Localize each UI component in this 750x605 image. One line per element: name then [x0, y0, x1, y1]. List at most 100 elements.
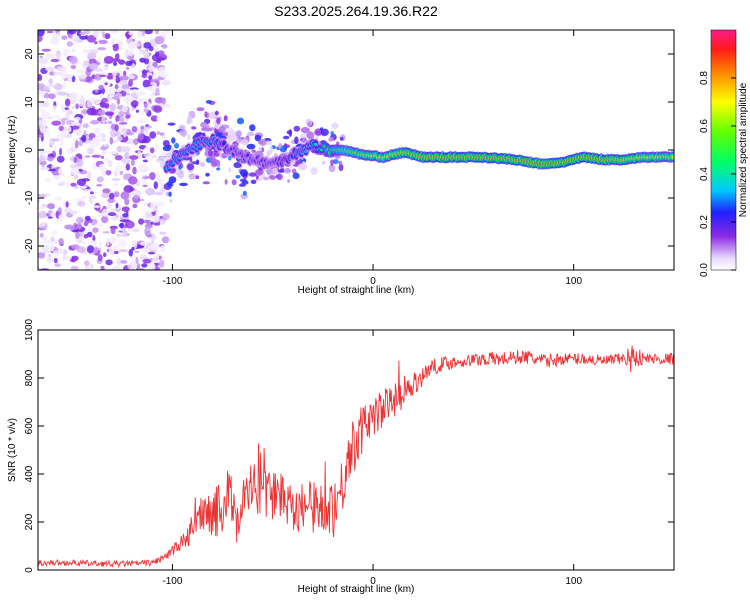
spectrogram-noise-blob [153, 222, 161, 226]
spectrogram-noise-blob [54, 196, 63, 201]
spectrogram-noise-blob [119, 170, 124, 175]
spectrogram-noise-blob [153, 47, 160, 52]
spectrogram-noise-blob [114, 167, 120, 173]
spectrogram-noise-blob [39, 232, 44, 238]
spectrogram-ytick-label: -20 [24, 238, 35, 253]
spectrogram-noise-blob [154, 97, 164, 104]
spectrogram-noise-blob [144, 202, 148, 206]
spectrogram-noise-blob [150, 201, 157, 209]
spectrogram-noise-blob [100, 103, 109, 108]
spectrogram-noise-blob [161, 104, 171, 108]
spectrogram-noise-blob [88, 225, 93, 232]
spectrogram-noise-blob [161, 236, 170, 244]
spectrogram-noise-blob [138, 218, 145, 225]
spectrogram-noise-blob [54, 263, 61, 268]
spectrogram-noise-blob [137, 163, 147, 171]
spectrogram-scatter-blob [283, 135, 290, 140]
spectrogram-plot [38, 30, 674, 270]
snr-plot [38, 345, 674, 569]
spectrogram-noise-blob [61, 118, 66, 126]
snr-ytick-label: 800 [24, 369, 35, 386]
spectrogram-noise-blob [115, 75, 120, 84]
spectrogram-scatter-blob [272, 167, 278, 174]
spectrogram-scatter-blob [320, 127, 324, 131]
spectrogram-noise-blob [149, 172, 156, 181]
spectrogram-noise-blob [86, 245, 95, 254]
spectrogram-noise-blob [72, 48, 76, 52]
spectrogram-noise-blob [116, 135, 123, 142]
snr-xtick-label: 0 [370, 576, 376, 587]
spectrogram-noise-blob [114, 124, 119, 132]
spectrogram-noise-blob [97, 47, 107, 51]
spectrogram-scatter-blob [239, 178, 247, 182]
spectrogram-noise-blob [161, 97, 166, 105]
spectrogram-noise-blob [50, 230, 58, 236]
spectrogram-noise-blob [86, 100, 92, 108]
spectrogram-scatter-blob [330, 159, 334, 167]
spectrogram-noise-blob [159, 186, 165, 194]
spectrogram-noise-blob [74, 116, 81, 121]
spectrogram-scatter-blob [196, 107, 205, 112]
spectrogram-scatter-blob [200, 121, 208, 128]
spectrogram-noise-blob [152, 154, 157, 159]
spectrogram-scatter-blob [328, 164, 336, 173]
spectrogram-noise-blob [143, 52, 150, 59]
spectrogram-noise-blob [40, 101, 50, 108]
spectrogram-noise-blob [94, 89, 99, 93]
spectrogram-noise-blob [67, 30, 77, 35]
colorbar-label: Normalized spectral amplitude [738, 82, 749, 217]
colorbar-axes: 0.0 0.2 0.4 0.6 0.8 [699, 71, 736, 277]
spectrogram-noise-blob [38, 119, 47, 128]
spectrogram-scatter-blob [339, 137, 344, 141]
snr-xlabel: Height of straight line (km) [298, 584, 415, 595]
spectrogram-scatter-blob [178, 164, 182, 170]
spectrogram-noise-blob [92, 30, 99, 38]
spectrogram-noise-blob [50, 168, 56, 172]
spectrogram-noise-blob [147, 245, 151, 253]
spectrogram-noise-blob [38, 266, 41, 270]
colorbar-tick-label: 0.4 [699, 167, 710, 181]
spectrogram-scatter-blob [214, 110, 219, 116]
spectrogram-scatter-blob [187, 133, 191, 141]
spectrogram-noise-blob [123, 185, 134, 193]
spectrogram-scatter-blob [321, 160, 326, 165]
spectrogram-noise-blob [112, 58, 121, 62]
spectrogram-noise-blob [121, 105, 128, 113]
spectrogram-noise-blob [122, 32, 126, 37]
spectrogram-noise-blob [122, 88, 132, 92]
carrier-core [671, 155, 674, 159]
spectrogram-noise-blob [110, 226, 116, 235]
spectrogram-noise-blob [65, 201, 69, 208]
spectrogram-noise-blob [102, 31, 106, 38]
spectrogram-noise-blob [145, 187, 155, 196]
spectrogram-noise-blob [150, 78, 156, 82]
spectrogram-noise-blob [123, 95, 134, 103]
spectrogram-noise-blob [50, 244, 55, 252]
spectrogram-noise-blob [98, 163, 106, 171]
spectrogram-noise-blob [145, 212, 153, 218]
spectrogram-noise-blob [141, 69, 147, 76]
spectrogram-noise-blob [79, 185, 88, 189]
spectrogram-scatter-blob [257, 177, 263, 182]
spectrogram-noise-blob [158, 259, 165, 268]
spectrogram-scatter-blob [188, 173, 196, 180]
spectrogram-noise-blob [157, 66, 167, 75]
snr-xtick-label: 100 [565, 576, 582, 587]
spectrogram-noise-blob [83, 221, 89, 227]
spectrogram-noise-blob [66, 120, 73, 123]
spectrogram-scatter-blob [251, 149, 256, 153]
spectrogram-noise-blob [128, 249, 133, 257]
spectrogram-noise-blob [123, 70, 127, 77]
spectrogram-scatter-blob [224, 131, 228, 137]
spectrogram-scatter-blob [262, 176, 270, 181]
snr-xtick-label: -100 [162, 576, 182, 587]
spectrogram-noise-blob [106, 237, 110, 246]
spectrogram-noise-blob [137, 31, 143, 39]
spectrogram-noise-blob [147, 251, 156, 255]
spectrogram-noise-blob [38, 224, 43, 228]
spectrogram-noise-blob [65, 98, 71, 107]
spectrogram-scatter-blob [162, 145, 172, 152]
spectrogram-noise-blob [73, 185, 79, 189]
spectrogram-noise-blob [51, 120, 62, 126]
